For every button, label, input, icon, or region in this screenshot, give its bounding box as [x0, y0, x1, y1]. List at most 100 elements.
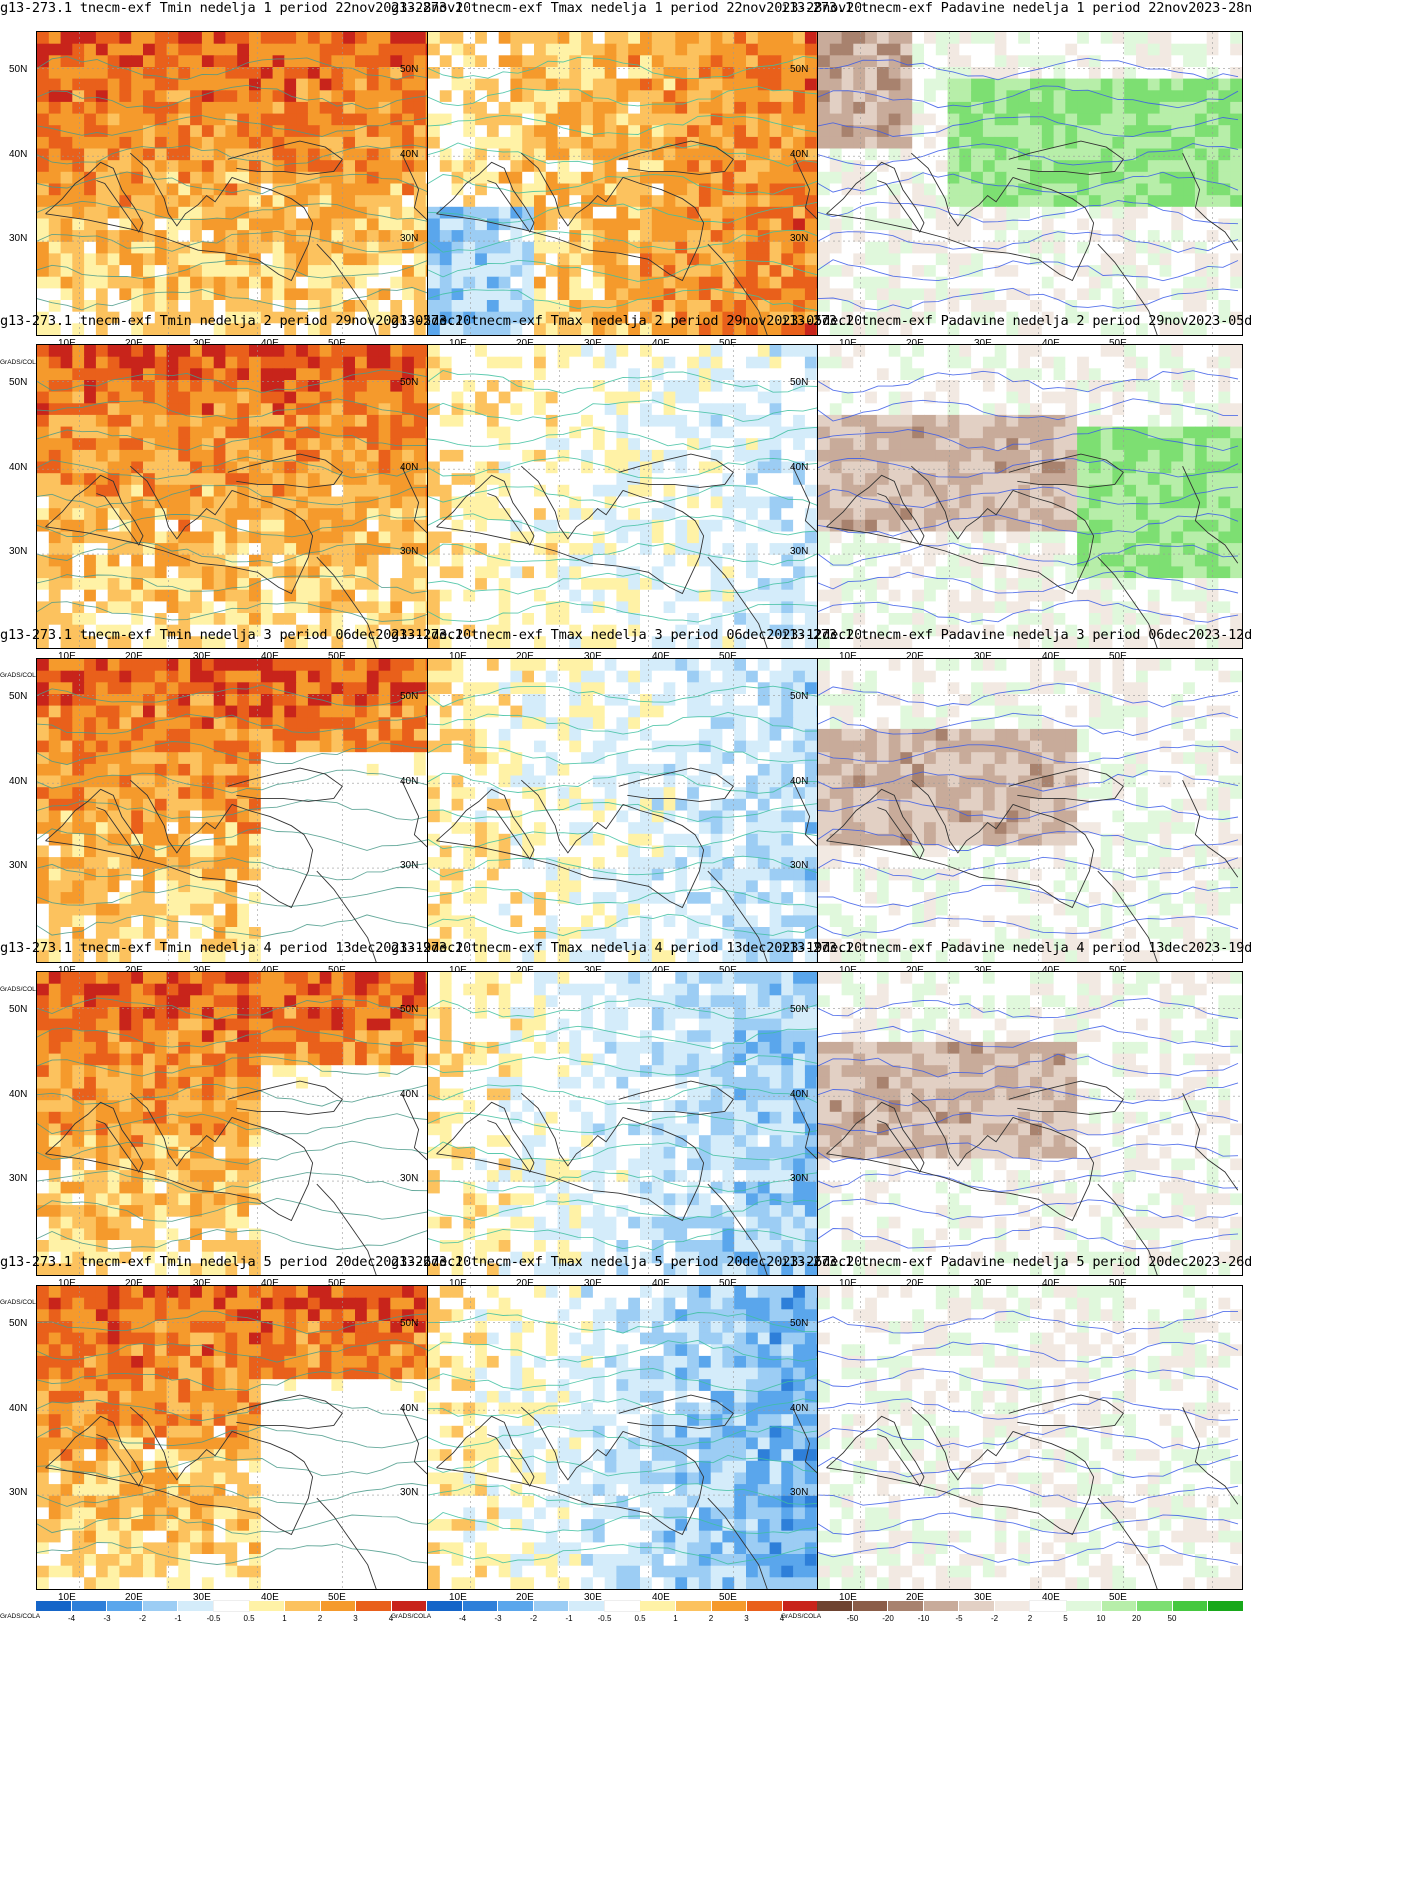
- panel-title: ı13-273.1 tnecm-exf Padavine nedelja 1 p…: [781, 0, 1251, 16]
- longitude-label: 20E: [906, 651, 924, 662]
- grads-watermark: GrADS/COLA: [0, 359, 41, 366]
- padavine-anomaly-map: [817, 344, 1243, 649]
- colorbar-swatch: [391, 1601, 428, 1611]
- padavine-map-panel: ı13-273.1 tnecm-exf Padavine nedelja 1 p…: [781, 0, 1251, 375]
- colorbar-swatch: [142, 1601, 179, 1611]
- latitude-label: 40N: [400, 776, 419, 787]
- latitude-label: 40N: [400, 462, 419, 473]
- padavine-anomaly-map: [817, 31, 1243, 336]
- colorbar-swatch: [462, 1601, 499, 1611]
- longitude-label: 10E: [839, 1278, 857, 1289]
- longitude-label: 20E: [906, 1592, 924, 1603]
- latitude-label: 50N: [790, 377, 809, 388]
- padavine-map-panel: ı13-273.1 tnecm-exf Padavine nedelja 3 p…: [781, 627, 1251, 1002]
- colorbar-swatch: [817, 1601, 853, 1611]
- longitude-label: 10E: [449, 965, 467, 976]
- longitude-label: 30E: [193, 338, 211, 349]
- longitude-label: 20E: [125, 1592, 143, 1603]
- colorbar-tick-label: 4: [779, 1614, 785, 1623]
- colorbar-swatch: [427, 1601, 463, 1611]
- tmin-anomaly-map: [36, 658, 462, 963]
- panel-title: g13-273.1 tnecm-exf Tmin nedelja 4 perio…: [0, 940, 470, 956]
- longitude-label: 10E: [58, 965, 76, 976]
- grads-watermark: GrADS/COLA: [781, 1613, 822, 1620]
- latitude-label: 50N: [400, 64, 419, 75]
- longitude-label: 10E: [58, 651, 76, 662]
- latitude-label: 40N: [790, 776, 809, 787]
- colorbar-tick-label: 5: [1063, 1614, 1068, 1623]
- colorbar-swatch: [1208, 1601, 1243, 1611]
- colorbar-swatch: [603, 1600, 642, 1612]
- colorbar-swatch: [1172, 1601, 1209, 1611]
- longitude-label: 40E: [1042, 338, 1060, 349]
- colorbar-swatch: [888, 1601, 924, 1611]
- latitude-label: 50N: [790, 1004, 809, 1015]
- colorbar-tick-label: 1: [673, 1614, 678, 1623]
- colorbar-tick-label: 0.5: [634, 1614, 646, 1623]
- longitude-label: 50E: [1109, 338, 1127, 349]
- latitude-label: 50N: [9, 377, 28, 388]
- longitude-label: 30E: [193, 965, 211, 976]
- longitude-label: 40E: [1042, 1592, 1060, 1603]
- longitude-label: 30E: [974, 965, 992, 976]
- panel-title: ı13-273.1 tnecm-exf Padavine nedelja 4 p…: [781, 940, 1251, 956]
- tmin-anomaly-map: [36, 344, 462, 649]
- latitude-label: 40N: [790, 1089, 809, 1100]
- panel-title: g13-273.1 tnecm-exf Tmax nedelja 4 perio…: [391, 940, 861, 956]
- longitude-label: 40E: [652, 1592, 670, 1603]
- panel-title: ı13-273.1 tnecm-exf Padavine nedelja 3 p…: [781, 627, 1251, 643]
- latitude-label: 40N: [9, 776, 28, 787]
- longitude-label: 50E: [719, 1278, 737, 1289]
- latitude-label: 30N: [400, 1173, 419, 1184]
- longitude-label: 50E: [719, 651, 737, 662]
- grads-watermark: GrADS/COLA: [0, 672, 41, 679]
- colorbar-swatch: [923, 1601, 960, 1611]
- colorbar: [817, 1600, 1243, 1612]
- colorbar-tick-label: -20: [882, 1614, 894, 1623]
- longitude-label: 20E: [516, 1592, 534, 1603]
- colorbar-labels: -4 -3 -2 -1 -0.5 0.5 1 2 3 4: [427, 1614, 853, 1626]
- grads-watermark: GrADS/COLA: [0, 986, 41, 993]
- latitude-label: 30N: [790, 860, 809, 871]
- latitude-label: 30N: [9, 860, 28, 871]
- panel-title: ı13-273.1 tnecm-exf Padavine nedelja 5 p…: [781, 1254, 1251, 1270]
- padavine-map-panel: ı13-273.1 tnecm-exf Padavine nedelja 5 p…: [781, 1254, 1251, 1629]
- colorbar-swatch: [71, 1601, 108, 1611]
- colorbar-swatch: [676, 1601, 712, 1611]
- colorbar-labels: -50 -20 -10 -5 -2 2 5 10 20 50: [817, 1614, 1243, 1626]
- longitude-label: 40E: [652, 338, 670, 349]
- colorbar-tick-label: -2: [990, 1614, 999, 1623]
- longitude-label: 30E: [974, 651, 992, 662]
- longitude-label: 50E: [328, 965, 346, 976]
- tmin-anomaly-map: [36, 31, 462, 336]
- tmax-map-panel: g13-273.1 tnecm-exf Tmax nedelja 2 perio…: [391, 313, 861, 688]
- longitude-label: 40E: [1042, 651, 1060, 662]
- latitude-label: 40N: [9, 149, 28, 160]
- longitude-label: 10E: [449, 651, 467, 662]
- longitude-label: 30E: [193, 1592, 211, 1603]
- longitude-label: 30E: [584, 965, 602, 976]
- longitude-label: 20E: [516, 1278, 534, 1289]
- padavine-map-panel: ı13-273.1 tnecm-exf Padavine nedelja 4 p…: [781, 940, 1251, 1315]
- longitude-label: 50E: [1109, 651, 1127, 662]
- longitude-label: 30E: [584, 1592, 602, 1603]
- tmin-map-panel: g13-273.1 tnecm-exf Tmin nedelja 2 perio…: [0, 313, 470, 688]
- longitude-label: 10E: [449, 1592, 467, 1603]
- colorbar-swatch: [852, 1601, 889, 1611]
- colorbar-swatch: [959, 1601, 995, 1611]
- longitude-label: 50E: [328, 1278, 346, 1289]
- longitude-label: 30E: [974, 338, 992, 349]
- longitude-label: 10E: [449, 1278, 467, 1289]
- panel-title: g13-273.1 tnecm-exf Tmin nedelja 3 perio…: [0, 627, 470, 643]
- longitude-label: 20E: [125, 965, 143, 976]
- colorbar-swatch: [36, 1601, 72, 1611]
- colorbar-tick-label: -2: [138, 1614, 147, 1623]
- latitude-label: 40N: [790, 149, 809, 160]
- longitude-label: 40E: [261, 1278, 279, 1289]
- panel-title: g13-273.1 tnecm-exf Tmax nedelja 5 perio…: [391, 1254, 861, 1270]
- colorbar-swatch: [320, 1601, 357, 1611]
- latitude-label: 30N: [9, 1487, 28, 1498]
- colorbar-swatch: [640, 1601, 677, 1611]
- latitude-label: 30N: [790, 546, 809, 557]
- colorbar-tick-label: -1: [565, 1614, 573, 1623]
